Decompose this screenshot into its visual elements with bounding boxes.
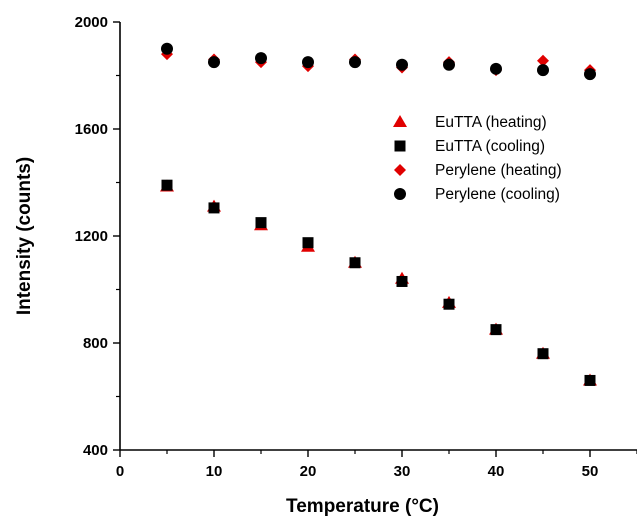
- perylene-cooling-point: [396, 58, 408, 71]
- legend-circle-marker: [394, 188, 406, 200]
- x-tick-label: 50: [582, 463, 599, 480]
- x-tick-label: 10: [206, 463, 223, 480]
- x-tick-label: 40: [488, 463, 505, 480]
- legend-diamond-marker: [394, 164, 406, 176]
- perylene-cooling-point: [349, 56, 361, 69]
- perylene-heating-point: [537, 54, 549, 67]
- y-tick-label: 800: [83, 335, 108, 352]
- eutta-cooling-point: [537, 348, 549, 360]
- axes: [119, 22, 637, 451]
- eutta-cooling-point: [396, 275, 408, 287]
- x-tick-label: 30: [394, 463, 411, 480]
- eutta-cooling-point: [584, 374, 596, 386]
- eutta-cooling-point: [490, 324, 502, 336]
- eutta-cooling-point: [208, 202, 220, 214]
- perylene-cooling-point: [302, 56, 314, 69]
- perylene-cooling-point: [490, 62, 502, 75]
- perylene-cooling-point: [255, 52, 267, 65]
- perylene-cooling-point: [443, 58, 455, 71]
- eutta-cooling-point: [302, 237, 314, 249]
- perylene-cooling-point: [161, 42, 173, 55]
- legend-square-marker: [394, 140, 406, 152]
- eutta-cooling-point: [255, 217, 267, 229]
- eutta-cooling-point: [443, 298, 455, 310]
- perylene-cooling-point: [208, 56, 220, 69]
- x-axis-title: Temperature (°C): [286, 496, 439, 517]
- legend: EuTTA (heating) EuTTA (cooling) Perylene (…: [393, 114, 562, 203]
- perylene-cooling-point: [537, 64, 549, 77]
- eutta-cooling-point: [161, 179, 173, 191]
- y-axis-title: Intensity (counts): [14, 157, 35, 315]
- legend-label-eutta-heating: EuTTA (heating): [435, 114, 547, 131]
- legend-triangle-marker: [393, 115, 407, 127]
- y-tick-label: 1200: [75, 228, 108, 245]
- y-tick-label: 400: [83, 442, 108, 459]
- y-tick-label: 2000: [75, 14, 108, 31]
- legend-label-eutta-cooling: EuTTA (cooling): [435, 138, 545, 155]
- legend-label-perylene-cooling: Perylene (cooling): [435, 186, 560, 203]
- x-tick-label: 0: [116, 463, 124, 480]
- x-tick-label: 20: [300, 463, 317, 480]
- legend-label-perylene-heating: Perylene (heating): [435, 162, 562, 179]
- data-points: [160, 42, 597, 386]
- perylene-cooling-point: [584, 68, 596, 81]
- eutta-cooling-point: [349, 257, 361, 269]
- y-tick-label: 1600: [75, 121, 108, 138]
- ticks: 0 10 20 30 40 50 400 800 1200 1600 2000: [75, 14, 637, 480]
